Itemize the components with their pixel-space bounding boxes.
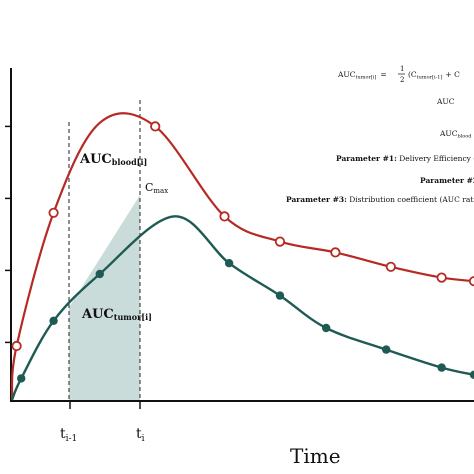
t-prev-label: ti-1 <box>60 426 77 444</box>
equation-fraction-numerator: 1 <box>400 65 404 73</box>
y-axis-ticks <box>5 125 11 344</box>
blood-data-point <box>11 340 22 352</box>
tumor-data-point <box>95 269 104 279</box>
cmax-label: Cmax <box>145 181 168 195</box>
auc-tumor-shaded-area <box>69 195 140 400</box>
tumor-data-point <box>275 291 285 300</box>
parameter-2-text: Parameter #2 <box>420 176 474 185</box>
tumor-data-point <box>224 259 234 268</box>
blood-data-point <box>48 207 59 218</box>
equation-auc-tumor: AUCtumor[i] = <box>337 70 387 81</box>
parameter-3-text: Parameter #3: Distribution coefficient (… <box>286 195 474 204</box>
tumor-data-point <box>469 370 474 379</box>
equation-auc-2: AUC <box>436 97 455 106</box>
blood-data-point <box>274 236 286 247</box>
blood-data-point <box>436 272 447 283</box>
tumor-data-point <box>321 323 331 333</box>
blood-data-point <box>330 247 341 258</box>
equation-fraction-denominator: 2 <box>400 76 404 84</box>
auc-tumor-label: AUCtumor[i] <box>81 307 152 322</box>
blood-data-point <box>150 121 161 132</box>
tumor-data-point <box>437 363 446 372</box>
x-axis-label: Time <box>290 444 341 468</box>
blood-data-point <box>468 276 474 287</box>
tumor-data-point <box>17 374 26 383</box>
tumor-markers <box>17 259 474 383</box>
blood-data-point <box>385 261 396 272</box>
tumor-data-point <box>49 316 58 325</box>
tumor-data-point <box>382 345 391 354</box>
t-cur-label: ti <box>136 426 145 444</box>
auc-blood-label: AUCblood[i] <box>79 152 147 167</box>
blood-data-point <box>219 211 230 222</box>
equation-auc-blood: AUCblood <box>439 129 472 140</box>
equation-terms: (Ctumor[i-1] + C <box>408 70 460 81</box>
blood-markers <box>11 121 474 352</box>
tumor-concentration-line <box>10 215 474 401</box>
parameter-1-full: Parameter #1: Delivery Efficiency (DE <box>336 154 474 163</box>
